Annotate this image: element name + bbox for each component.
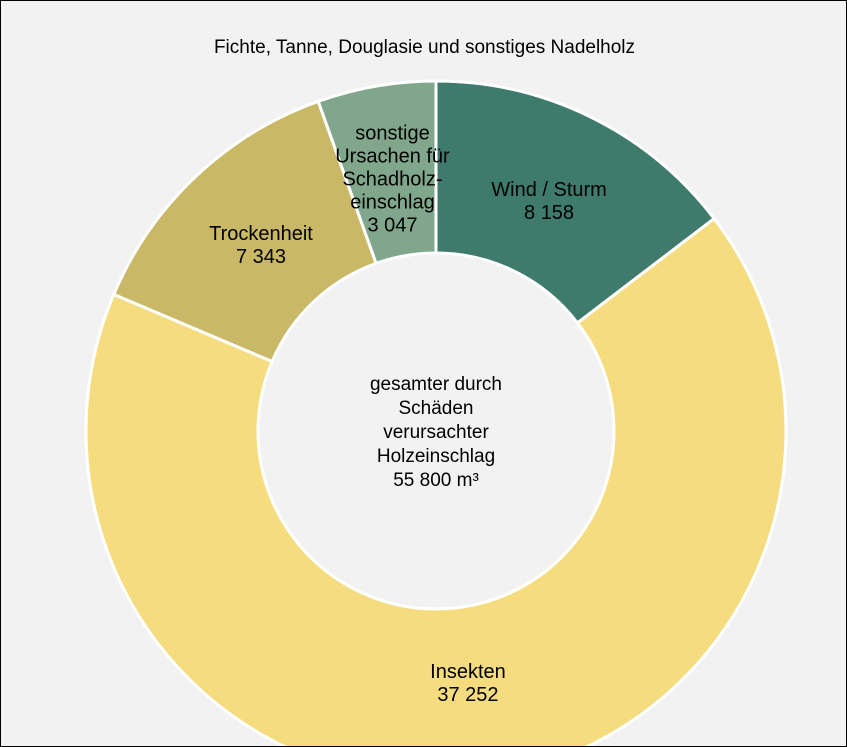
value-label: 3 047: [367, 214, 418, 237]
category-label: Trockenheit: [209, 222, 313, 245]
value-label: 37 252: [437, 683, 499, 706]
category-label: sonstige Ursachen für Schadholz-einschla…: [335, 122, 450, 214]
slice: [434, 79, 717, 326]
slice: [316, 79, 438, 266]
value-label: 8 158: [524, 202, 575, 225]
value-label: 7 343: [235, 245, 286, 268]
center-total: 55 800 m³: [393, 470, 479, 491]
slice-label: Insekten 37 252: [430, 661, 506, 707]
slice-label: Wind / Sturm 8 158: [491, 179, 607, 225]
slice-label: sonstige Ursachen für Schadholz-einschla…: [333, 122, 451, 237]
slice: [84, 216, 788, 746]
category-label: Wind / Sturm: [491, 179, 607, 202]
center-label: gesamter durch Schäden verursachter Holz…: [356, 373, 516, 493]
category-label: Insekten: [430, 660, 506, 683]
chart-title: Fichte, Tanne, Douglasie und sonstiges N…: [213, 37, 636, 58]
center-text: gesamter durch Schäden verursachter Holz…: [369, 374, 502, 467]
slice-label: Trockenheit 7 343: [209, 223, 313, 269]
slice: [111, 99, 379, 364]
